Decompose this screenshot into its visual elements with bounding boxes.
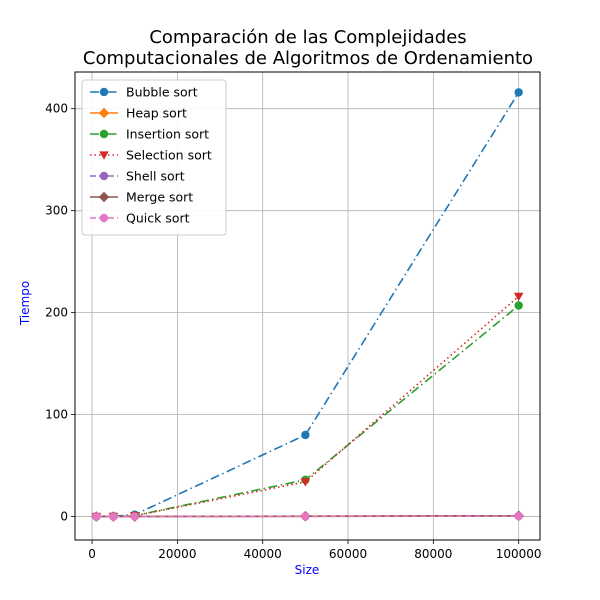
chart-title-line-1: Comparación de las Complejidades [149, 27, 466, 48]
legend-marker-insertion-sort [99, 129, 109, 139]
axis-ticks: 0 20000 40000 60000 80000 100000 0 100 200 300 400 [45, 102, 541, 561]
data-point-bubble-sort [301, 430, 310, 440]
y-axis-label: Tiempo [18, 281, 32, 326]
legend-marker-merge-sort [98, 191, 110, 203]
y-tick-label: 300 [45, 204, 68, 218]
chart-title: Comparación de las Complejidades Computa… [83, 27, 533, 69]
grid [75, 72, 540, 540]
y-tick-label: 200 [45, 306, 68, 320]
legend-label-heap-sort: Heap sort [126, 106, 187, 121]
x-tick-label: 100000 [496, 547, 542, 561]
x-tick-label: 60000 [329, 547, 367, 561]
legend-marker-shell-sort [99, 171, 109, 181]
series-line-selection-sort [96, 295, 520, 518]
data-point-quick-sort [301, 512, 310, 521]
y-tick-label: 100 [45, 408, 68, 422]
legend-marker-bubble-sort [99, 87, 109, 97]
chart-title-line-2: Computacionales de Algoritmos de Ordenam… [83, 48, 533, 69]
legend-marker-selection-sort [99, 151, 109, 160]
legend-label-bubble-sort: Bubble sort [126, 85, 198, 100]
y-tick-label: 400 [45, 102, 68, 116]
legend-label-merge-sort: Merge sort [126, 190, 193, 205]
x-axis-label: Size [295, 563, 320, 577]
data-point-selection-sort [300, 478, 311, 487]
y-tick-label: 0 [60, 510, 68, 524]
series-layer [91, 88, 524, 522]
data-point-insertion-sort [514, 301, 523, 310]
legend-label-selection-sort: Selection sort [126, 148, 212, 163]
x-tick-label: 20000 [158, 547, 196, 561]
legend-label-quick-sort: Quick sort [126, 211, 190, 226]
legend-label-shell-sort: Shell sort [126, 169, 185, 184]
legend: Bubble sort Heap sort Insertion sort Select… [81, 79, 227, 236]
x-tick-label: 40000 [244, 547, 282, 561]
data-point-quick-sort [130, 512, 139, 521]
data-point-quick-sort [514, 511, 523, 521]
data-point-bubble-sort [514, 88, 523, 97]
series-quick-sort [92, 511, 523, 521]
x-tick-label: 0 [88, 547, 96, 561]
legend-label-insertion-sort: Insertion sort [126, 127, 209, 142]
legend-marker-heap-sort [98, 107, 110, 119]
plot-frame [74, 71, 541, 541]
x-tick-label: 80000 [414, 547, 452, 561]
data-point-quick-sort [109, 512, 118, 521]
legend-marker-quick-sort [99, 213, 109, 223]
data-point-quick-sort [92, 512, 101, 521]
data-point-selection-sort [513, 292, 524, 302]
